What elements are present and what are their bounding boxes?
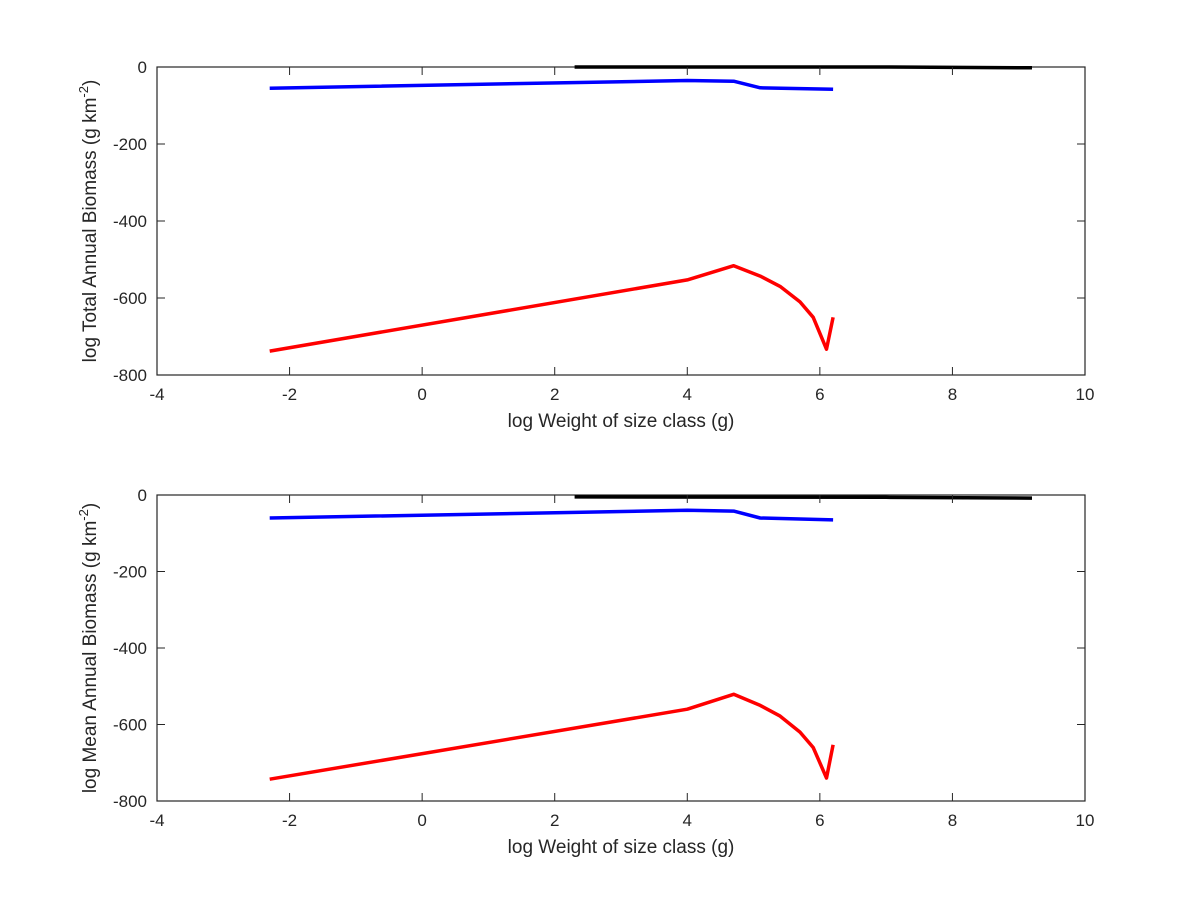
x-tick-label: 8 xyxy=(948,811,957,830)
blue-series-line xyxy=(269,78,834,92)
y-tick-label: -800 xyxy=(113,792,147,811)
black-series-line xyxy=(574,65,1033,70)
x-tick-label: 10 xyxy=(1076,385,1095,404)
y-axis-label-main: log Mean Annual Biomass (g km xyxy=(80,521,101,793)
x-tick-label: 6 xyxy=(815,385,824,404)
x-tick-label: 2 xyxy=(550,811,559,830)
y-tick-label: -400 xyxy=(113,639,147,658)
chart-panel-1: -4 -2 0 2 4 6 8 10 -800 -600 -400 -200 0 log Weight o… xyxy=(76,58,1094,432)
y-axis-label: log Total Annual Biomass (g km-2) xyxy=(76,80,101,363)
black-series-line xyxy=(574,495,1033,500)
chart-panel-2: -4 -2 0 2 4 6 8 10 -800 -600 -400 -200 0 log Weight o… xyxy=(76,486,1094,858)
y-tick-label: -600 xyxy=(113,716,147,735)
y-axis-label-superscript: -2 xyxy=(76,509,91,521)
x-tick-label: 4 xyxy=(683,811,692,830)
y-tick-label: 0 xyxy=(138,58,147,77)
x-tick-label: 10 xyxy=(1076,811,1095,830)
y-axis-label: log Mean Annual Biomass (g km-2) xyxy=(76,503,101,793)
x-axis-label: log Weight of size class (g) xyxy=(508,837,735,858)
y-axis-label-superscript: -2 xyxy=(76,86,91,98)
x-tick-label: -2 xyxy=(282,811,297,830)
y-tick-label: -400 xyxy=(113,212,147,231)
x-tick-label: 0 xyxy=(417,811,426,830)
red-series-line xyxy=(269,692,835,781)
x-tick-label: -2 xyxy=(282,385,297,404)
x-tick-label: 4 xyxy=(683,385,692,404)
y-tick-label: 0 xyxy=(138,486,147,505)
y-axis-label-main: log Total Annual Biomass (g km xyxy=(80,98,101,363)
x-tick-label: 6 xyxy=(815,811,824,830)
y-tick-label: -200 xyxy=(113,135,147,154)
x-tick-label: 0 xyxy=(417,385,426,404)
x-tick-label: -4 xyxy=(149,811,164,830)
x-tick-label: 2 xyxy=(550,385,559,404)
red-series-line xyxy=(269,263,835,353)
x-tick-label: -4 xyxy=(149,385,164,404)
plot-area-frame xyxy=(156,494,1086,802)
y-tick-label: -200 xyxy=(113,563,147,582)
y-tick-label: -600 xyxy=(113,289,147,308)
blue-series-line xyxy=(269,508,834,522)
x-axis-label: log Weight of size class (g) xyxy=(508,411,735,432)
x-tick-label: 8 xyxy=(948,385,957,404)
y-axis-label-close: ) xyxy=(80,503,101,509)
y-axis-label-close: ) xyxy=(80,80,101,86)
plot-area-frame xyxy=(156,66,1086,376)
y-tick-label: -800 xyxy=(113,366,147,385)
